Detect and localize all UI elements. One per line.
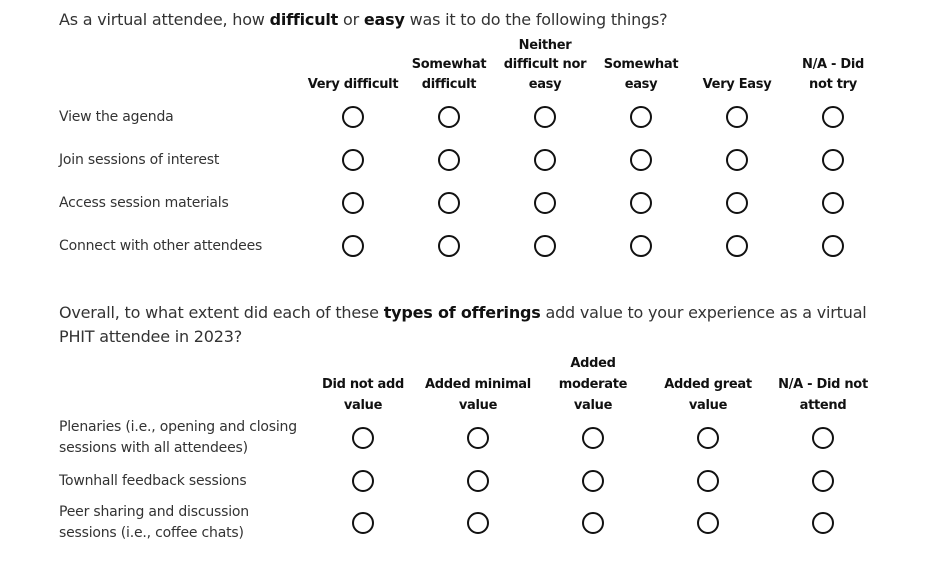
column-header-label: Very difficult: [307, 76, 399, 92]
radio-button[interactable]: [822, 106, 844, 128]
radio-button[interactable]: [630, 235, 652, 257]
radio-button[interactable]: [342, 149, 364, 171]
title-text: Overall, to what extent did each of thes…: [59, 303, 384, 322]
column-header: Very Easy: [692, 24, 782, 94]
column-header-label: Added great value: [664, 377, 752, 413]
radio-button[interactable]: [812, 427, 834, 449]
radio-button[interactable]: [438, 149, 460, 171]
radio-button[interactable]: [822, 192, 844, 214]
row-label: Peer sharing and discussion sessions (i.…: [59, 504, 249, 541]
row-label: View the agenda: [59, 109, 174, 125]
radio-button[interactable]: [582, 512, 604, 534]
radio-button[interactable]: [438, 106, 460, 128]
radio-button[interactable]: [342, 106, 364, 128]
emphasis-text: types of offerings: [383, 303, 541, 322]
emphasis-text: easy: [363, 10, 405, 29]
radio-button[interactable]: [726, 149, 748, 171]
column-header-label: Added moderate value: [558, 356, 628, 413]
column-header-label: Neither difficult nor easy: [503, 37, 587, 92]
title-text: add value to your experience as a virtua…: [59, 303, 867, 346]
radio-button[interactable]: [822, 149, 844, 171]
column-header-label: Did not add value: [321, 377, 405, 413]
radio-button[interactable]: [726, 192, 748, 214]
row-label: Plenaries (i.e., opening and closing ses…: [59, 419, 297, 456]
radio-button[interactable]: [630, 149, 652, 171]
radio-button[interactable]: [630, 192, 652, 214]
question-title: Overall, to what extent did each of thes…: [59, 301, 879, 349]
radio-button[interactable]: [534, 192, 556, 214]
radio-button[interactable]: [534, 106, 556, 128]
radio-button[interactable]: [342, 235, 364, 257]
radio-button[interactable]: [467, 470, 489, 492]
title-text: was it to do the following things?: [404, 10, 668, 29]
column-header: Very difficult: [305, 24, 401, 94]
radio-button[interactable]: [352, 512, 374, 534]
column-header: Added minimal value: [423, 346, 533, 416]
row-label: Connect with other attendees: [59, 238, 263, 254]
radio-button[interactable]: [630, 106, 652, 128]
radio-button[interactable]: [582, 470, 604, 492]
radio-button[interactable]: [438, 235, 460, 257]
radio-button[interactable]: [352, 470, 374, 492]
radio-button[interactable]: [352, 427, 374, 449]
radio-button[interactable]: [534, 235, 556, 257]
column-header-label: N/A - Did not attend: [778, 377, 868, 413]
radio-button[interactable]: [822, 235, 844, 257]
question-title: As a virtual attendee, how difficult or …: [59, 8, 879, 32]
column-header: Neither difficult nor easy: [500, 24, 590, 94]
radio-button[interactable]: [726, 235, 748, 257]
column-header: N/A - Did not try: [793, 24, 873, 94]
radio-button[interactable]: [438, 192, 460, 214]
column-header-label: Somewhat easy: [603, 57, 679, 92]
emphasis-text: difficult: [269, 10, 339, 29]
column-header-label: Added minimal value: [425, 377, 531, 413]
radio-button[interactable]: [812, 470, 834, 492]
column-header-label: Somewhat difficult: [411, 57, 487, 92]
column-header-label: Very Easy: [702, 76, 772, 92]
column-header: Added great value: [658, 346, 758, 416]
radio-button[interactable]: [467, 427, 489, 449]
column-header: Somewhat easy: [596, 24, 686, 94]
column-header: N/A - Did not attend: [773, 346, 873, 416]
radio-button[interactable]: [342, 192, 364, 214]
row-label: Join sessions of interest: [59, 152, 220, 168]
title-text: or: [338, 10, 364, 29]
radio-button[interactable]: [697, 427, 719, 449]
title-text: As a virtual attendee, how: [59, 10, 270, 29]
row-label: Townhall feedback sessions: [59, 472, 247, 489]
column-header: Added moderate value: [548, 346, 638, 416]
radio-button[interactable]: [812, 512, 834, 534]
radio-button[interactable]: [534, 149, 556, 171]
radio-button[interactable]: [697, 512, 719, 534]
row-label: Access session materials: [59, 195, 229, 211]
column-header: Somewhat difficult: [404, 24, 494, 94]
radio-button[interactable]: [467, 512, 489, 534]
column-header-label: N/A - Did not try: [802, 57, 864, 92]
radio-button[interactable]: [726, 106, 748, 128]
radio-button[interactable]: [697, 470, 719, 492]
column-header: Did not add value: [313, 346, 413, 416]
radio-button[interactable]: [582, 427, 604, 449]
